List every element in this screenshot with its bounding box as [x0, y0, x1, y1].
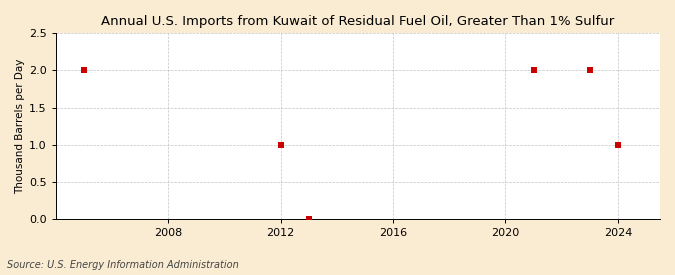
Y-axis label: Thousand Barrels per Day: Thousand Barrels per Day	[15, 59, 25, 194]
Point	[79, 68, 90, 73]
Point	[303, 217, 314, 221]
Text: Source: U.S. Energy Information Administration: Source: U.S. Energy Information Administ…	[7, 260, 238, 270]
Point	[528, 68, 539, 73]
Point	[612, 142, 623, 147]
Point	[585, 68, 595, 73]
Point	[275, 142, 286, 147]
Title: Annual U.S. Imports from Kuwait of Residual Fuel Oil, Greater Than 1% Sulfur: Annual U.S. Imports from Kuwait of Resid…	[101, 15, 615, 28]
